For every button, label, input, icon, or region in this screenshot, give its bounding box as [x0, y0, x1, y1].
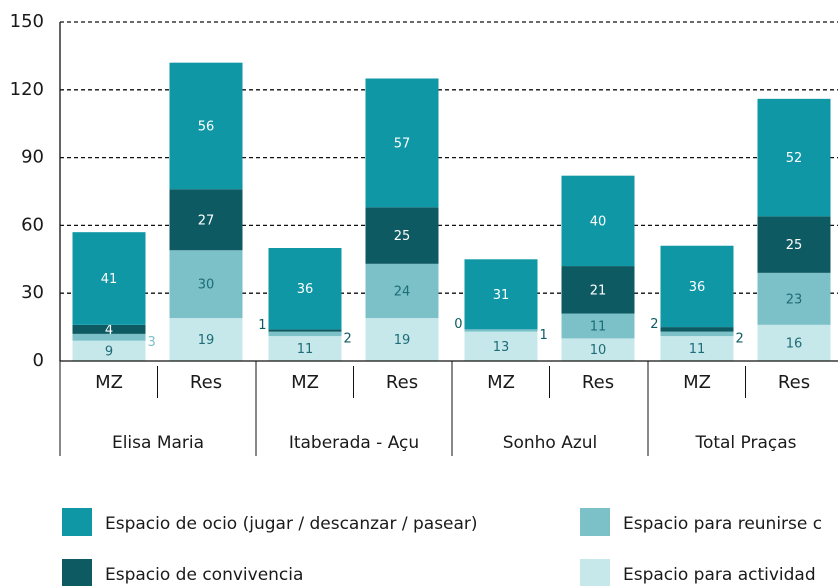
- legend-label: Espacio para reunirse c: [623, 514, 822, 534]
- value-label: 31: [493, 288, 510, 303]
- bar-segment: [660, 245, 734, 328]
- bar-segment: [365, 78, 439, 208]
- value-label: 40: [590, 214, 607, 229]
- bar-segment: [464, 259, 538, 330]
- value-label: 30: [198, 278, 215, 293]
- group-label: Sonho Azul: [503, 433, 598, 453]
- bar-segment: [561, 266, 635, 314]
- y-tick-label: 120: [10, 79, 44, 100]
- value-label: 13: [493, 340, 510, 355]
- bar-segment: [757, 324, 831, 361]
- bar-segment: [72, 340, 146, 361]
- x-tick-label: Res: [190, 372, 222, 393]
- bar-segment: [72, 333, 146, 341]
- x-tick-label: MZ: [291, 372, 319, 393]
- bar-segment: [757, 272, 831, 325]
- value-label: 19: [394, 333, 411, 348]
- bar-segment: [660, 336, 734, 361]
- y-tick-label: 0: [33, 350, 44, 371]
- value-label: 21: [590, 283, 607, 298]
- x-tick-label: Res: [386, 372, 418, 393]
- bar-segment: [464, 331, 538, 361]
- legend-swatch: [580, 508, 610, 536]
- value-label: 9: [105, 344, 113, 359]
- value-label: 2: [736, 331, 744, 346]
- bar-segment: [561, 313, 635, 339]
- value-label: 36: [297, 282, 314, 297]
- value-label: 2: [650, 317, 658, 332]
- bar-segment: [72, 232, 146, 325]
- value-label: 2: [344, 331, 352, 346]
- group-label: Total Praças: [694, 433, 796, 453]
- value-label: 56: [198, 119, 215, 134]
- value-label: 36: [689, 280, 706, 295]
- group-label: Elisa Maria: [112, 433, 204, 453]
- bar-segment: [169, 250, 243, 319]
- value-label: 19: [198, 333, 215, 348]
- value-label: 52: [786, 151, 803, 166]
- y-tick-label: 60: [21, 214, 44, 235]
- bar-segment: [757, 216, 831, 273]
- bar-segment: [660, 331, 734, 337]
- value-label: 11: [689, 342, 706, 357]
- bar-segment: [757, 98, 831, 217]
- bar-segment: [268, 329, 342, 332]
- x-tick-label: Res: [582, 372, 614, 393]
- value-label: 23: [786, 292, 803, 307]
- bar-segment: [464, 329, 538, 332]
- legend-swatch: [580, 559, 610, 586]
- x-tick-label: MZ: [487, 372, 515, 393]
- bar-segment: [561, 338, 635, 361]
- bar-segment: [365, 207, 439, 264]
- y-tick-label: 150: [10, 11, 44, 32]
- value-label: 10: [590, 343, 607, 358]
- value-label: 25: [786, 238, 803, 253]
- bar-segment: [268, 336, 342, 361]
- value-label: 57: [394, 136, 411, 151]
- value-label: 1: [540, 328, 548, 343]
- bar-segment: [660, 327, 734, 332]
- bar-segment: [169, 62, 243, 190]
- value-label: 16: [786, 336, 803, 351]
- value-label: 1: [258, 318, 266, 333]
- value-label: 0: [454, 317, 462, 332]
- bar-segment: [72, 324, 146, 334]
- group-label: Itaberada - Açu: [289, 433, 419, 453]
- x-tick-label: MZ: [95, 372, 123, 393]
- bar-segment: [561, 175, 635, 267]
- bar-segment: [169, 189, 243, 251]
- bar-segment: [169, 318, 243, 361]
- value-label: 25: [394, 229, 411, 244]
- value-label: 3: [148, 335, 156, 350]
- value-label: 41: [101, 272, 118, 287]
- legend-swatch: [62, 559, 92, 586]
- legend-label: Espacio de ocio (jugar / descanzar / pas…: [105, 514, 478, 534]
- value-label: 11: [297, 342, 314, 357]
- bar-segment: [268, 248, 342, 330]
- legend-label: Espacio de convivencia: [105, 565, 303, 585]
- legend-label: Espacio para actividad: [623, 565, 816, 585]
- value-label: 24: [394, 284, 411, 299]
- value-label: 27: [198, 213, 215, 228]
- value-label: 11: [590, 319, 607, 334]
- x-tick-label: MZ: [683, 372, 711, 393]
- x-tick-label: Res: [778, 372, 810, 393]
- value-label: 4: [105, 323, 113, 338]
- bar-segment: [365, 318, 439, 361]
- legend-swatch: [62, 508, 92, 536]
- y-tick-label: 90: [21, 147, 44, 168]
- bar-segment: [268, 331, 342, 337]
- y-tick-label: 30: [21, 282, 44, 303]
- bar-segment: [365, 263, 439, 319]
